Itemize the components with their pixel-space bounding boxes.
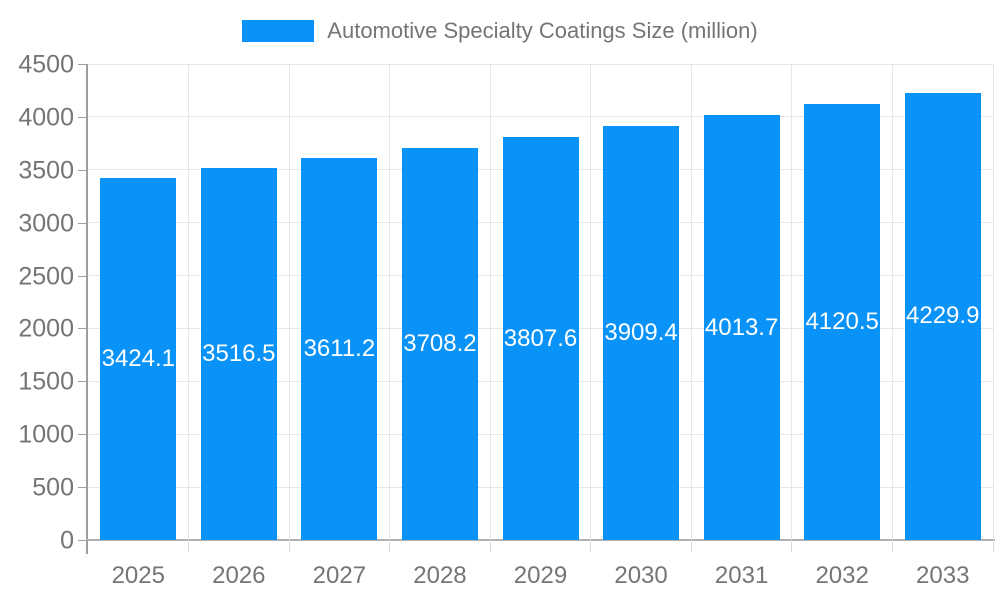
y-tick	[78, 64, 88, 65]
x-axis-tick-label: 2030	[614, 562, 668, 589]
x-tick	[288, 542, 290, 552]
x-tick	[791, 542, 793, 552]
x-gridline	[791, 64, 793, 540]
y-axis-tick-label: 2000	[18, 314, 74, 343]
x-axis-tick-label: 2025	[111, 562, 165, 589]
bar-2029[interactable]	[502, 137, 579, 540]
y-axis-tick-label: 3000	[18, 209, 74, 238]
y-axis-tick-label: 1500	[18, 367, 74, 396]
x-gridline	[891, 64, 893, 540]
x-axis-tick-label: 2033	[916, 562, 970, 589]
bar-value-label: 3807.6	[503, 324, 578, 352]
y-axis-tick-label: 4000	[18, 103, 74, 132]
bar-value-label: 3708.2	[403, 329, 477, 357]
y-tick	[78, 222, 88, 224]
y-tick	[78, 540, 88, 541]
x-tick	[389, 542, 391, 552]
bar-2030[interactable]	[603, 126, 680, 540]
x-axis-tick-label: 2032	[815, 562, 869, 589]
bar-2028[interactable]	[401, 147, 478, 540]
bar-value-label: 4120.5	[805, 308, 879, 336]
bar-value-label: 3611.2	[303, 335, 376, 362]
bar-value-label: 4013.7	[704, 313, 779, 341]
x-gridline	[690, 64, 692, 540]
bar-value-label: 3424.1	[101, 344, 175, 372]
x-gridline	[992, 64, 994, 540]
x-tick	[992, 542, 994, 552]
bar-2025[interactable]	[100, 177, 177, 540]
bar-2032[interactable]	[804, 104, 881, 540]
plot-area: 3424.1 3516.5 3611.2 3708.2 3807.6 3909.4 4013…	[88, 63, 994, 540]
legend-swatch[interactable]	[242, 20, 315, 42]
y-axis-tick-label: 0	[60, 526, 74, 555]
bar-2027[interactable]	[301, 158, 378, 540]
y-axis-tick-label: 3500	[18, 156, 74, 185]
y-axis-line	[86, 64, 88, 554]
bar-value-label: 3909.4	[604, 319, 678, 347]
bar-value-label: 3516.5	[202, 340, 276, 368]
y-axis-tick-label: 1000	[18, 420, 74, 449]
legend[interactable]: Automotive Specialty Coatings Size (mill…	[0, 18, 1000, 44]
x-tick	[690, 542, 692, 552]
y-tick	[78, 328, 88, 330]
x-axis-tick-label: 2029	[513, 562, 568, 589]
x-axis-line	[86, 539, 995, 541]
bar-value-label: 4229.9	[906, 302, 980, 330]
x-gridline	[389, 64, 391, 540]
y-tick	[78, 116, 88, 118]
y-axis-tick-label: 2500	[18, 262, 74, 291]
y-gridline	[88, 63, 993, 65]
x-gridline	[288, 64, 290, 540]
y-axis-tick-label: 500	[32, 473, 74, 502]
y-tick	[78, 487, 88, 489]
x-gridline	[188, 64, 190, 540]
bar-2033[interactable]	[904, 92, 981, 540]
x-gridline	[489, 64, 491, 540]
x-axis-tick-label: 2031	[714, 562, 769, 589]
y-tick	[78, 275, 88, 277]
y-gridline	[88, 116, 993, 118]
x-tick	[891, 542, 893, 552]
x-tick	[590, 542, 592, 552]
bar-2026[interactable]	[200, 168, 277, 540]
x-gridline	[590, 64, 592, 540]
y-tick	[78, 169, 88, 171]
bar-2031[interactable]	[703, 115, 780, 540]
y-tick	[78, 434, 88, 436]
legend-label[interactable]: Automotive Specialty Coatings Size (mill…	[327, 18, 758, 43]
x-axis-tick-label: 2027	[312, 562, 367, 589]
y-tick	[78, 381, 88, 383]
y-axis-tick-label: 4500	[18, 50, 74, 79]
x-tick	[489, 542, 491, 552]
x-axis-tick-label: 2026	[212, 562, 266, 589]
x-tick	[188, 542, 190, 552]
x-axis-tick-label: 2028	[413, 562, 467, 589]
